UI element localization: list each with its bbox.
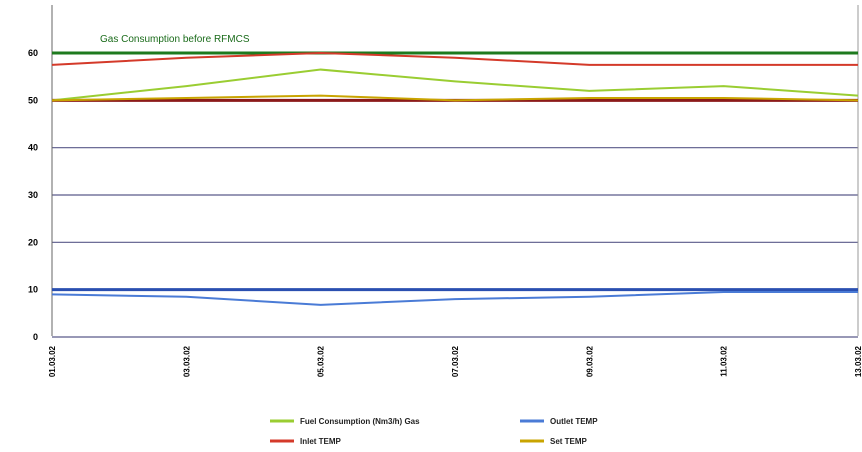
series-line-0 — [51, 68, 859, 102]
gridlines — [51, 5, 859, 338]
x-tick-labels: 01.03.02 03.03.02 05.03.02 07.03.02 09.03.02… — [48, 345, 862, 377]
x-tick-label: 09.03.02 — [585, 345, 594, 377]
x-tick-label: 11.03.02 — [720, 345, 729, 376]
x-tick-label: 07.03.02 — [451, 345, 460, 377]
series-lines — [51, 51, 859, 306]
chart-title: Gas Consumption before RFMCS — [100, 34, 250, 45]
legend-label: Outlet TEMP — [550, 417, 598, 426]
y-tick-labels: 0 10 20 30 40 50 60 — [28, 48, 38, 342]
legend-label: Fuel Consumption (Nm3/h) Gas — [300, 417, 420, 426]
y-tick-label: 0 — [33, 332, 38, 342]
x-tick-label: 13.03.02 — [854, 345, 862, 377]
series-line-2 — [51, 51, 858, 66]
y-tick-label: 50 — [28, 95, 38, 105]
y-tick-label: 10 — [28, 285, 38, 295]
legend: Fuel Consumption (Nm3/h) Gas Outlet TEMP I… — [270, 417, 598, 446]
x-tick-label: 01.03.02 — [48, 345, 57, 377]
legend-label: Inlet TEMP — [300, 437, 342, 446]
legend-label: Set TEMP — [550, 437, 588, 446]
x-tick-label: 03.03.02 — [182, 345, 191, 377]
series-line-3 — [51, 94, 859, 102]
y-tick-label: 30 — [28, 190, 38, 200]
y-tick-label: 20 — [28, 237, 38, 247]
y-tick-label: 60 — [28, 48, 38, 58]
x-tick-label: 05.03.02 — [317, 345, 326, 377]
y-tick-label: 40 — [28, 143, 38, 153]
series-line-1 — [51, 291, 858, 306]
